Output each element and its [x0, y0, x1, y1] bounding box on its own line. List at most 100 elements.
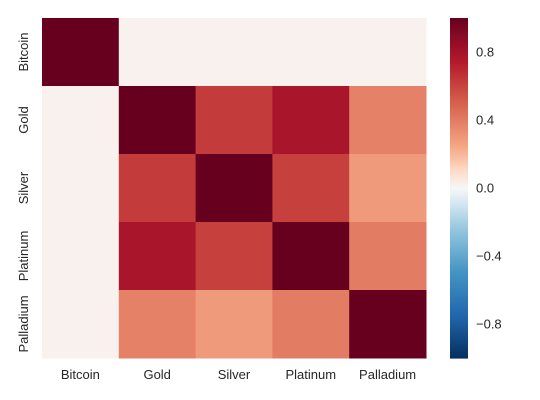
colorbar-segment [450, 190, 468, 193]
colorbar-segment [450, 238, 468, 241]
heatmap-cell-platinum-palladium [349, 222, 427, 291]
colorbar-segment [450, 304, 468, 307]
colorbar-segment [450, 106, 468, 109]
colorbar-segment [450, 294, 468, 297]
colorbar-segment [450, 172, 468, 175]
heatmap-cell-platinum-silver [195, 222, 273, 291]
colorbar-segment [450, 164, 468, 167]
colorbar-segment [450, 82, 468, 85]
colorbar-segment [450, 198, 468, 201]
colorbar-segment [450, 266, 468, 269]
heatmap-cell-gold-silver [195, 86, 273, 155]
colorbar-segment [450, 350, 468, 353]
colorbar-segment [450, 246, 468, 249]
colorbar-segment [450, 192, 468, 195]
colorbar-segment [450, 188, 468, 191]
heatmap-cell-silver-platinum [272, 154, 350, 223]
colorbar-segment [450, 264, 468, 267]
x-tick-label-gold: Gold [143, 367, 170, 382]
colorbar-segment [450, 342, 468, 345]
colorbar-segment [450, 46, 468, 49]
colorbar-segment [450, 166, 468, 169]
heatmap-cell-bitcoin-palladium [349, 18, 427, 87]
y-tick-label-platinum: Platinum [16, 231, 31, 282]
colorbar-segment [450, 146, 468, 149]
heatmap-cell-silver-bitcoin [42, 154, 120, 223]
colorbar-segment [450, 298, 468, 301]
colorbar-segment [450, 102, 468, 105]
y-tick-label-gold: Gold [16, 106, 31, 133]
colorbar-segment [450, 126, 468, 129]
colorbar-segment [450, 356, 468, 359]
colorbar-segment [450, 176, 468, 179]
colorbar-segment [450, 276, 468, 279]
heatmap-cell-palladium-silver [195, 290, 273, 359]
colorbar-segment [450, 224, 468, 227]
colorbar-segment [450, 346, 468, 349]
colorbar-segment [450, 268, 468, 271]
x-tick-label-platinum: Platinum [286, 367, 337, 382]
colorbar-segment [450, 316, 468, 319]
heatmap-cell-gold-platinum [272, 86, 350, 155]
colorbar-segment [450, 322, 468, 325]
colorbar-segment [450, 130, 468, 133]
colorbar-segment [450, 70, 468, 73]
x-tick-label-bitcoin: Bitcoin [61, 367, 100, 382]
colorbar-segment [450, 236, 468, 239]
colorbar-segment [450, 212, 468, 215]
colorbar-segment [450, 196, 468, 199]
colorbar-segment [450, 348, 468, 351]
colorbar-segment [450, 180, 468, 183]
colorbar-segment [450, 26, 468, 29]
colorbar-segment [450, 80, 468, 83]
colorbar-segment [450, 158, 468, 161]
colorbar-segment [450, 160, 468, 163]
colorbar-segment [450, 40, 468, 43]
colorbar-segment [450, 162, 468, 165]
colorbar-segment [450, 142, 468, 145]
colorbar-segment [450, 152, 468, 155]
colorbar-segment [450, 76, 468, 79]
colorbar-segment [450, 68, 468, 71]
colorbar-segment [450, 56, 468, 59]
colorbar-tick-label: −0.4 [476, 249, 502, 264]
colorbar-segment [450, 186, 468, 189]
colorbar-segment [450, 104, 468, 107]
colorbar-segment [450, 60, 468, 63]
x-tick-label-palladium: Palladium [359, 367, 416, 382]
colorbar-segment [450, 32, 468, 35]
colorbar-segment [450, 338, 468, 341]
heatmap-cells [42, 18, 427, 359]
heatmap-cell-palladium-bitcoin [42, 290, 120, 359]
heatmap-cell-bitcoin-silver [195, 18, 273, 87]
colorbar-segment [450, 150, 468, 153]
colorbar-segment [450, 310, 468, 313]
colorbar-segment [450, 216, 468, 219]
colorbar-segment [450, 154, 468, 157]
colorbar-segment [450, 352, 468, 355]
colorbar-segment [450, 336, 468, 339]
colorbar-segment [450, 328, 468, 331]
heatmap-cell-silver-palladium [349, 154, 427, 223]
colorbar-segment [450, 202, 468, 205]
colorbar-segment [450, 100, 468, 103]
colorbar-segment [450, 140, 468, 143]
heatmap-cell-bitcoin-gold [118, 18, 197, 87]
colorbar-segment [450, 58, 468, 61]
colorbar-segment [450, 278, 468, 281]
heatmap-cell-gold-bitcoin [42, 86, 120, 155]
colorbar-segment [450, 90, 468, 93]
colorbar-segment [450, 234, 468, 237]
colorbar-segment [450, 114, 468, 117]
colorbar-tick-label: −0.8 [476, 317, 502, 332]
colorbar-segment [450, 178, 468, 181]
colorbar-segment [450, 334, 468, 337]
colorbar-segment [450, 44, 468, 47]
colorbar-segment [450, 50, 468, 53]
colorbar-segment [450, 22, 468, 25]
colorbar-segment [450, 148, 468, 151]
colorbar-segment [450, 214, 468, 217]
colorbar-segment [450, 128, 468, 131]
colorbar-segment [450, 210, 468, 213]
heatmap-cell-platinum-platinum [272, 222, 350, 291]
